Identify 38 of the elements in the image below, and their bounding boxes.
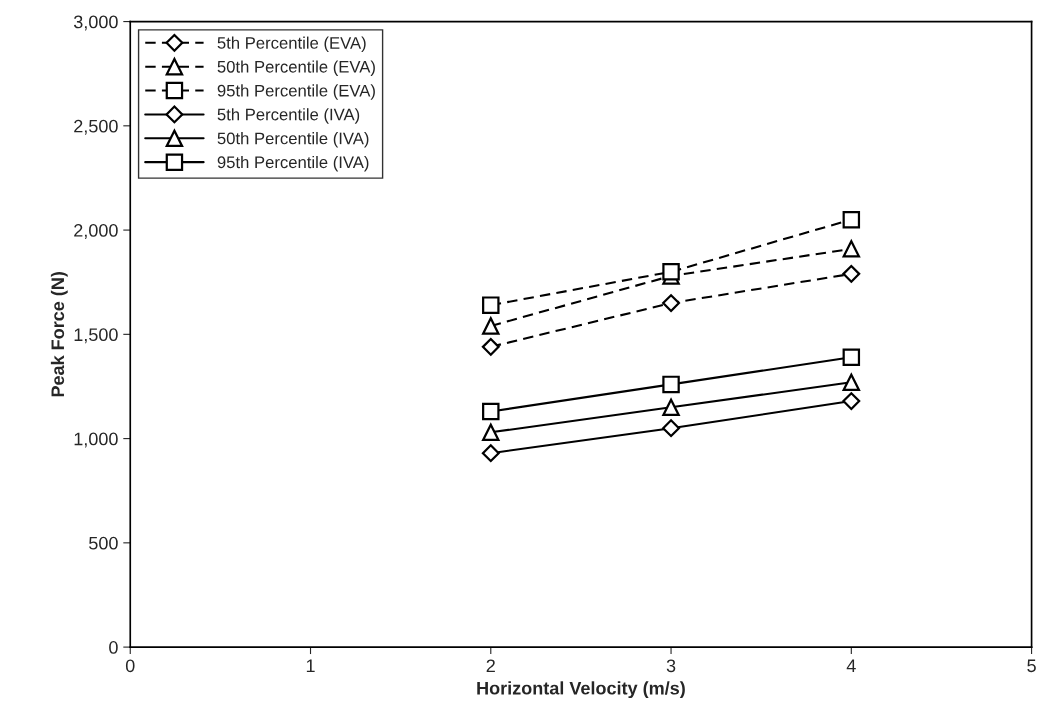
point <box>842 210 861 229</box>
legend-label: 50th Percentile (EVA) <box>217 60 375 76</box>
x-tick-label: 4 <box>846 659 856 672</box>
x-tick-label: 3 <box>666 659 676 673</box>
y-tick-label: 2,500 <box>74 119 118 135</box>
y-tick-label: 3,000 <box>73 15 118 31</box>
point <box>662 294 681 313</box>
x-axis-title: Horizontal Velocity (m/s) <box>477 681 685 699</box>
y-tick-label: 2,000 <box>74 224 118 239</box>
point <box>482 296 500 314</box>
x-tick-label: 5 <box>1027 659 1036 673</box>
point <box>662 375 680 394</box>
legend-label: 50th Percentile (IVA) <box>217 132 369 148</box>
point <box>842 392 861 411</box>
point <box>482 423 500 442</box>
x-tick-label: 1 <box>306 659 315 672</box>
point <box>482 317 500 335</box>
point <box>842 264 861 283</box>
y-tick-label: 500 <box>89 536 118 550</box>
point <box>662 263 680 281</box>
legend-label: 5th Percentile (IVA) <box>217 108 360 124</box>
legend-label: 95th Percentile (EVA) <box>217 84 375 100</box>
x-tick-label: 0 <box>125 659 135 673</box>
x-tick-label: 2 <box>486 659 495 672</box>
point <box>842 373 861 392</box>
point <box>481 444 500 463</box>
point <box>842 348 861 367</box>
legend-label: 5th Percentile (EVA) <box>217 36 366 53</box>
point <box>842 240 861 258</box>
y-tick-label: 1,000 <box>74 432 118 448</box>
legend-label: 95th Percentile (IVA) <box>217 155 369 172</box>
point <box>662 419 681 438</box>
y-tick-label: 1,500 <box>74 328 118 344</box>
point <box>482 402 500 421</box>
point <box>662 398 680 417</box>
y-axis-title: Peak Force (N) <box>50 272 68 397</box>
y-tick-label: 0 <box>109 641 118 654</box>
point <box>481 337 500 356</box>
